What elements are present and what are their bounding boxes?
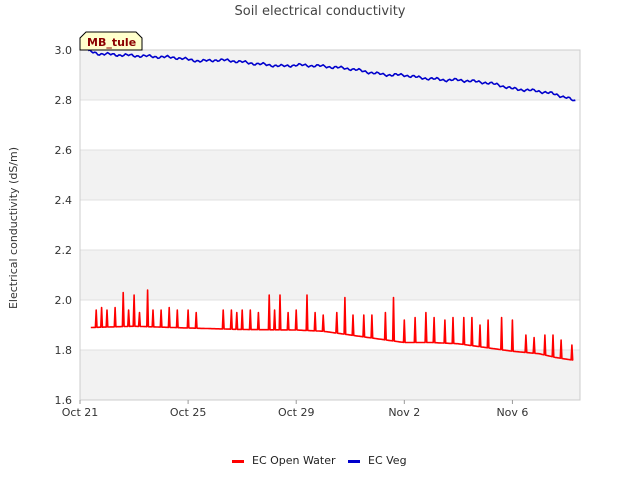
legend-label-ec-open-water: EC Open Water	[252, 454, 336, 467]
series-line-ec-veg	[87, 49, 576, 102]
grid-band	[80, 250, 580, 300]
grid-band	[80, 350, 580, 400]
legend-item-ec-veg[interactable]: EC Veg	[348, 454, 407, 467]
chart-title: Soil electrical conductivity	[234, 4, 405, 19]
legend-swatch-ec-veg	[348, 460, 360, 463]
y-tick-label: 2.6	[55, 144, 73, 157]
y-tick-label: 2.8	[55, 94, 73, 107]
y-axis-ticks: 1.6 1.8 2.0 2.2 2.4 2.6 2.8 3.0	[55, 44, 73, 407]
x-tick-label: Nov 6	[496, 406, 528, 419]
y-tick-label: 3.0	[55, 44, 73, 57]
x-tick-label: Oct 21	[62, 406, 99, 419]
site-label-background	[79, 31, 143, 51]
x-axis-ticks: Oct 21 Oct 25 Oct 29 Nov 2 Nov 6	[62, 400, 528, 419]
y-tick-label: 1.8	[55, 344, 73, 357]
y-axis-title: Electrical conductivity (dS/m)	[7, 147, 20, 309]
y-tick-label: 2.2	[55, 244, 73, 257]
grid-band	[80, 50, 580, 100]
y-tick-label: 2.4	[55, 194, 73, 207]
legend-item-ec-open-water[interactable]: EC Open Water	[232, 454, 336, 467]
plot-area	[79, 49, 581, 401]
x-tick-label: Oct 29	[278, 406, 315, 419]
site-label: MB_tule	[87, 36, 136, 49]
series-layer	[87, 49, 576, 361]
x-tick-label: Nov 2	[388, 406, 420, 419]
y-tick-label: 2.0	[55, 294, 73, 307]
grid-bands	[80, 49, 580, 401]
grid-band	[80, 150, 580, 200]
legend: EC Open Water EC Veg	[232, 454, 407, 467]
x-tick-label: Oct 25	[170, 406, 207, 419]
series-line-ec-open-water	[90, 289, 574, 361]
legend-swatch-ec-open-water	[232, 460, 244, 463]
y-tick-label: 1.6	[55, 394, 73, 407]
site-label-box: MB_tule	[79, 31, 143, 51]
legend-label-ec-veg: EC Veg	[368, 454, 407, 467]
